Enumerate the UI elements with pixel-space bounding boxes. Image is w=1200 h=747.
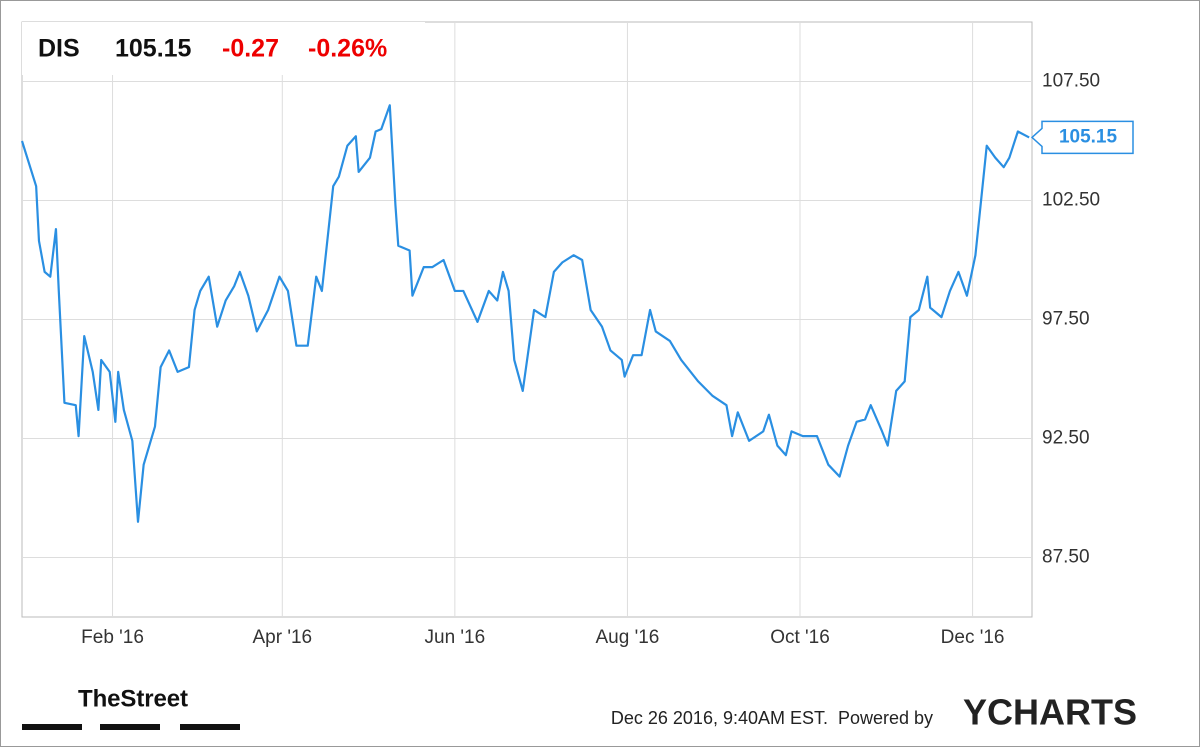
y-tick-label: 97.50 [1042, 309, 1090, 330]
x-tick-label: Jun '16 [425, 627, 486, 648]
x-tick-label: Feb '16 [81, 627, 144, 648]
last-value-box [1030, 120, 1134, 155]
header-box [22, 22, 425, 75]
y-tick-label: 102.50 [1042, 190, 1100, 211]
x-tick-label: Oct '16 [770, 627, 830, 648]
x-tick-label: Apr '16 [252, 627, 312, 648]
timestamp: Dec 26 2016, 9:40AM EST. [611, 708, 828, 728]
brand-bar [100, 724, 160, 730]
change: -0.27 [222, 35, 279, 63]
change-percent: -0.26% [308, 35, 387, 63]
price: 105.15 [115, 35, 192, 63]
provider-logo: YCHARTS [963, 692, 1137, 733]
price-line [20, 104, 1030, 523]
powered-by: Powered by [838, 708, 933, 728]
brand-bar [180, 724, 240, 730]
ticker: DIS [38, 35, 80, 63]
y-tick-label: 92.50 [1042, 428, 1090, 449]
brand: TheStreet [78, 685, 188, 712]
y-tick-label: 87.50 [1042, 547, 1090, 568]
last-value-label: 105.15 [1059, 126, 1118, 147]
x-tick-label: Dec '16 [941, 627, 1005, 648]
x-tick-label: Aug '16 [596, 627, 660, 648]
plot-area [20, 21, 1033, 618]
y-tick-label: 107.50 [1042, 71, 1100, 92]
brand-bar [22, 724, 82, 730]
